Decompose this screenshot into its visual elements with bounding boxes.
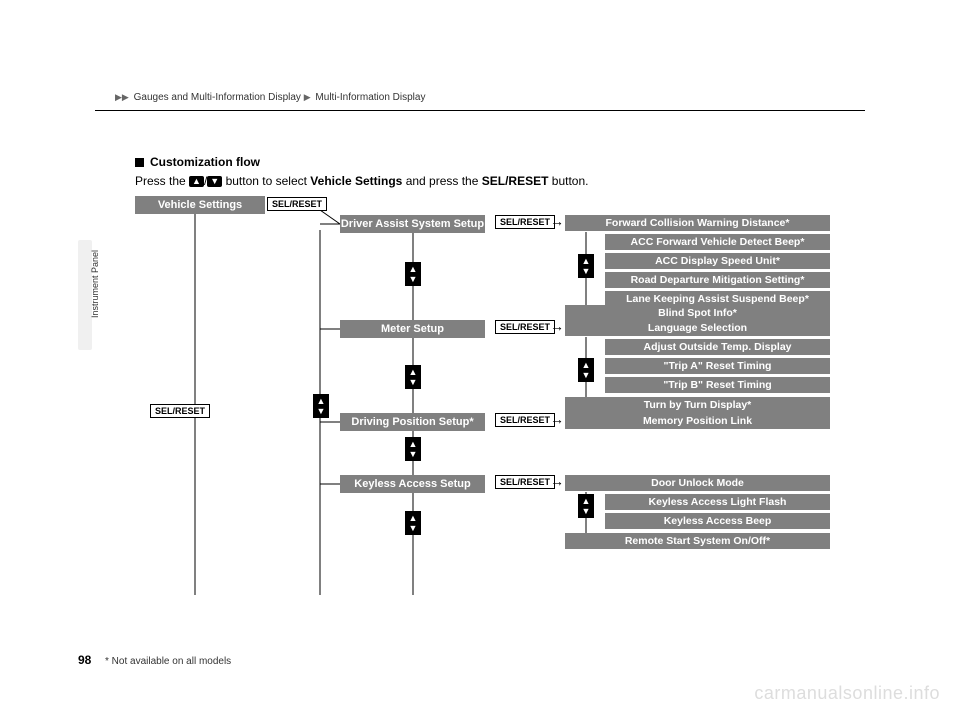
category-node: Keyless Access Setup (340, 475, 485, 493)
updown-icon: ▲▼ (578, 358, 594, 382)
breadcrumb: ▶▶ Gauges and Multi-Information Display … (115, 92, 425, 103)
arrow-right-icon: → (550, 411, 564, 427)
updown-icon: ▲▼ (405, 262, 421, 286)
footnote: * Not available on all models (105, 656, 231, 667)
sel-reset-label: SEL/RESET (495, 413, 555, 427)
breadcrumb-part1: Gauges and Multi-Information Display (134, 92, 301, 103)
category-node: Meter Setup (340, 320, 485, 338)
category-node: Driving Position Setup* (340, 413, 485, 431)
root-node: Vehicle Settings (135, 196, 265, 214)
header-rule (95, 110, 865, 111)
updown-icon2: ▼ (207, 176, 222, 187)
leaf-node: Remote Start System On/Off* (565, 533, 830, 549)
leaf-node: Road Departure Mitigation Setting* (605, 272, 830, 288)
breadcrumb-arrow: ▶▶ (115, 92, 129, 102)
leaf-node: Blind Spot Info* (565, 305, 830, 321)
leaf-node: "Trip A" Reset Timing (605, 358, 830, 374)
arrow-right-icon: → (550, 213, 564, 229)
leaf-node: Adjust Outside Temp. Display (605, 339, 830, 355)
leaf-node: ACC Forward Vehicle Detect Beep* (605, 234, 830, 250)
sel-reset-label: SEL/RESET (495, 475, 555, 489)
updown-icon: ▲▼ (578, 254, 594, 278)
leaf-node: Door Unlock Mode (565, 475, 830, 491)
leaf-node: Turn by Turn Display* (565, 397, 830, 413)
leaf-node: Language Selection (565, 320, 830, 336)
section-title: Customization flow (135, 155, 260, 169)
updown-icon: ▲▼ (405, 365, 421, 389)
updown-icon: ▲▼ (405, 511, 421, 535)
category-node: Driver Assist System Setup (340, 215, 485, 233)
arrow-right-icon: → (550, 318, 564, 334)
updown-icon: ▲ (189, 176, 204, 187)
sel-reset-label: SEL/RESET (495, 215, 555, 229)
leaf-node: Forward Collision Warning Distance* (565, 215, 830, 231)
instruction-text: Press the ▲/▼ button to select Vehicle S… (135, 174, 588, 188)
title-bullet (135, 158, 144, 167)
watermark: carmanualsonline.info (754, 683, 940, 704)
updown-icon: ▲▼ (313, 394, 329, 418)
breadcrumb-part2: Multi-Information Display (315, 92, 425, 103)
leaf-node: Keyless Access Beep (605, 513, 830, 529)
leaf-node: Keyless Access Light Flash (605, 494, 830, 510)
updown-icon: ▲▼ (405, 437, 421, 461)
arrow-right-icon: → (550, 473, 564, 489)
sel-reset-label: SEL/RESET (495, 320, 555, 334)
breadcrumb-arrow2: ▶ (304, 92, 311, 102)
sel-reset-label: SEL/RESET (150, 404, 210, 418)
leaf-node: Memory Position Link (565, 413, 830, 429)
updown-icon: ▲▼ (578, 494, 594, 518)
leaf-node: ACC Display Speed Unit* (605, 253, 830, 269)
leaf-node: "Trip B" Reset Timing (605, 377, 830, 393)
sel-reset-label: SEL/RESET (267, 197, 327, 211)
page-number: 98 (78, 653, 91, 667)
side-tab-label: Instrument Panel (90, 250, 100, 318)
